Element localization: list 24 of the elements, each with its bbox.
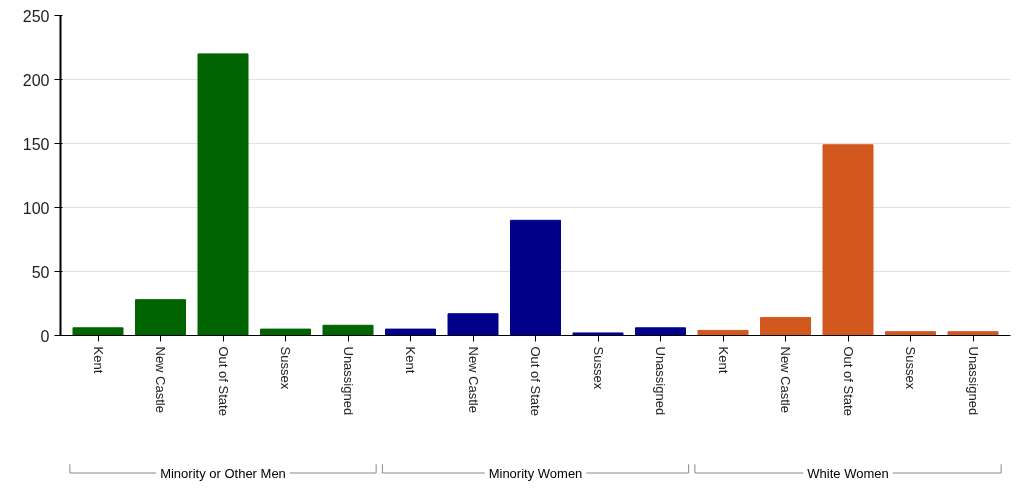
x-tick-label: Unassigned [965,346,981,416]
x-tick-label: New Castle [778,346,793,413]
x-tick-label: Kent [90,346,106,374]
x-tick-label: Sussex [278,346,293,390]
y-tick-label: 50 [31,263,50,281]
x-tick-label: Unassigned [340,346,356,416]
x-tick-label: Out of State [840,346,856,416]
x-tick-label: New Castle [465,346,481,413]
y-tick-label: 250 [22,7,50,25]
x-tick-label: Kent [403,346,418,374]
text: Minority or Other Men [160,465,286,481]
y-tick-label: 150 [22,135,50,153]
x-tick-label: Unassigned [653,346,668,416]
y-tick-label: 100 [22,199,50,217]
x-tick-label: Kent [715,346,731,374]
x-tick-label: Out of State [528,346,543,416]
text: White Women [807,465,889,481]
x-tick-label: Sussex [590,346,606,390]
x-tick-label: Out of State [215,346,231,416]
y-tick-label: 200 [22,71,50,89]
text: Minority Women [488,465,583,481]
x-tick-label: New Castle [153,346,168,413]
x-tick-label: Sussex [903,346,918,390]
y-tick-label: 0 [40,327,50,345]
